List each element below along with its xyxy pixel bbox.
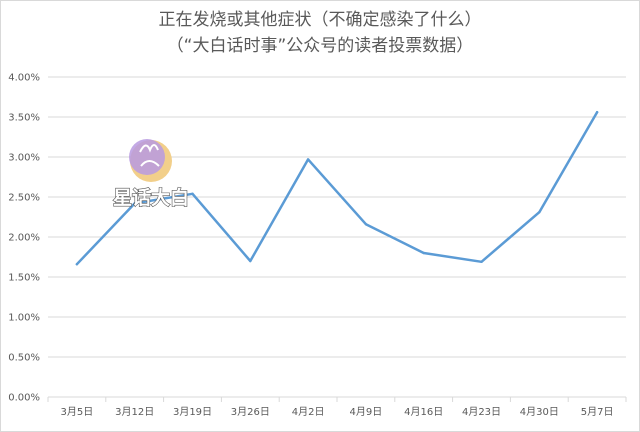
chart-subtitle: （“大白话时事”公众号的读者投票数据） <box>166 36 474 56</box>
data-point <box>422 251 425 255</box>
x-tick-label: 4月2日 <box>292 406 325 418</box>
series-group <box>75 110 599 266</box>
x-tick-label: 3月19日 <box>173 406 212 418</box>
watermark-text: 星话大白 <box>113 186 189 209</box>
y-tick-label: 2.50% <box>8 193 40 204</box>
x-tick-label: 3月26日 <box>231 406 270 418</box>
y-tick-label: 1.50% <box>8 273 40 284</box>
x-axis: 3月5日 3月12日 3月19日 3月26日 4月2日 4月9日 4月16日 4月23日 4月3… <box>47 397 627 418</box>
x-tick-label: 4月16日 <box>404 406 443 418</box>
y-tick-label: 3.50% <box>8 113 40 124</box>
x-tick-label: 4月30日 <box>520 406 559 418</box>
x-tick-label: 3月12日 <box>115 406 154 418</box>
y-tick-label: 0.50% <box>8 353 40 364</box>
y-tick-label: 4.00% <box>8 73 40 84</box>
x-tick-label: 3月5日 <box>61 406 94 418</box>
y-axis: 0.00% 0.50% 1.00% 1.50% 2.00% 2.50% 3.00% 3.50%… <box>8 73 40 404</box>
data-point <box>133 202 136 205</box>
data-point <box>364 223 368 226</box>
data-point <box>595 111 599 114</box>
y-tick-label: 3.00% <box>8 153 40 164</box>
x-tick-label: 4月9日 <box>350 406 383 418</box>
y-tick-label: 0.00% <box>8 393 40 404</box>
x-tick-label: 5月7日 <box>581 406 614 418</box>
chart-title: 正在发烧或其他症状（不确定感染了什么） <box>158 10 482 30</box>
data-point <box>538 211 541 214</box>
data-point <box>191 192 194 195</box>
x-tick-label: 4月23日 <box>462 406 501 418</box>
series-line <box>75 110 599 266</box>
watermark-logo: 星话大白 <box>112 139 190 210</box>
data-point <box>480 260 483 263</box>
data-point <box>75 263 79 266</box>
data-point <box>306 158 310 161</box>
gridlines <box>48 76 626 398</box>
y-tick-label: 1.00% <box>8 313 40 324</box>
data-point <box>249 259 252 263</box>
y-tick-label: 2.00% <box>8 233 40 244</box>
